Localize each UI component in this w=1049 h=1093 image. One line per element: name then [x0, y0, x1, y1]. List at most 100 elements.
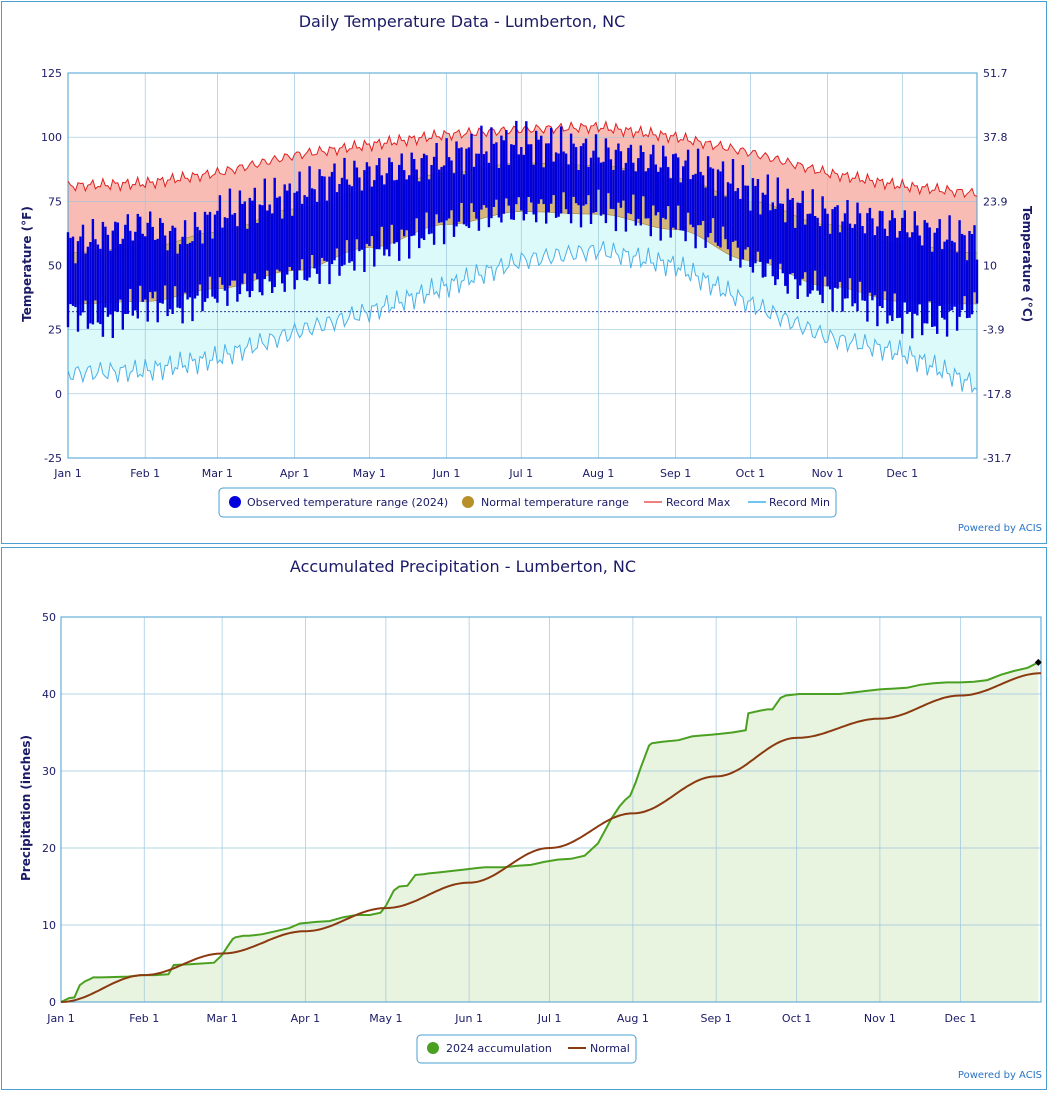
legend-item-2024-accumulation[interactable]: 2024 accumulation	[427, 1042, 552, 1055]
precipitation-x-tick-label: Dec 1	[945, 1012, 977, 1025]
legend-observed-dot-icon	[229, 496, 241, 508]
observed-temperature-bar	[903, 210, 906, 303]
legend-record-min-label: Record Min	[769, 496, 830, 509]
temperature-legend[interactable]: Observed temperature range (2024) Normal…	[218, 487, 837, 518]
observed-temperature-bar	[871, 218, 874, 301]
observed-temperature-bar	[684, 160, 687, 242]
observed-temperature-bar	[318, 169, 321, 284]
observed-temperature-bar	[953, 242, 956, 307]
observed-temperature-bar	[261, 205, 264, 296]
observed-temperature-bar	[569, 133, 573, 224]
observed-temperature-bar	[963, 235, 966, 297]
observed-temperature-bar	[741, 165, 745, 260]
observed-temperature-bar	[926, 222, 929, 324]
observed-temperature-bar	[335, 192, 339, 249]
observed-temperature-bar	[440, 166, 443, 223]
observed-temperature-bar	[766, 174, 769, 264]
observed-temperature-bar	[226, 218, 229, 306]
observed-temperature-bar	[955, 252, 959, 331]
observed-temperature-bar	[231, 214, 234, 281]
observed-temperature-bar	[236, 226, 239, 302]
observed-temperature-bar	[360, 190, 364, 250]
observed-temperature-bar	[706, 156, 710, 238]
observed-temperature-bar	[958, 220, 961, 317]
observed-temperature-bar	[181, 236, 184, 324]
observed-temperature-bar	[497, 168, 501, 218]
observed-temperature-bar	[945, 239, 949, 337]
temperature-left-axis-label: Temperature (°F)	[20, 206, 34, 322]
precipitation-plot-area: 0 10 20 30 40 50 Jan 1 Feb 1 Mar 1 Apr 1 May 1 Jun …	[42, 611, 1042, 1025]
observed-temperature-bar	[243, 201, 246, 274]
accumulation-2024-line	[60, 661, 1039, 1003]
legend-item-record-min[interactable]: Record Min	[748, 496, 830, 509]
observed-temperature-bar	[178, 244, 182, 309]
observed-temperature-bar	[891, 210, 894, 321]
observed-temperature-bar	[587, 166, 590, 196]
observed-temperature-bar	[485, 151, 488, 208]
legend-observed-label: Observed temperature range (2024)	[247, 496, 448, 509]
observed-temperature-bar	[520, 147, 523, 211]
precipitation-x-tick-label: Aug 1	[617, 1012, 649, 1025]
observed-temperature-bar	[228, 188, 232, 286]
observed-temperature-bar	[667, 167, 670, 207]
temperature-x-tick-label: Dec 1	[886, 467, 918, 480]
observed-temperature-bar	[435, 143, 438, 215]
temperature-credit-link[interactable]: Powered by ACIS	[958, 523, 1042, 534]
observed-temperature-bar	[975, 259, 979, 304]
observed-temperature-bar	[114, 221, 117, 312]
observed-temperature-bar	[664, 156, 667, 220]
observed-temperature-bar	[480, 125, 483, 210]
precipitation-x-tick-label: Jul 1	[537, 1012, 562, 1025]
observed-temperature-bar	[542, 167, 545, 205]
observed-temperature-bar	[330, 171, 334, 265]
observed-temperature-bar	[395, 179, 398, 243]
observed-temperature-bar	[540, 135, 543, 200]
observed-temperature-bar	[594, 134, 598, 212]
observed-temperature-bar	[442, 165, 446, 245]
legend-item-observed[interactable]: Observed temperature range (2024)	[229, 496, 448, 509]
observed-temperature-bar	[460, 147, 463, 203]
observed-temperature-bar	[535, 130, 538, 223]
observed-temperature-bar	[851, 227, 854, 307]
precipitation-credit-link[interactable]: Powered by ACIS	[958, 1070, 1042, 1081]
observed-temperature-bar	[517, 154, 520, 198]
legend-item-normal-precip[interactable]: Normal	[568, 1042, 630, 1055]
observed-temperature-bar	[151, 226, 154, 299]
observed-temperature-bar	[848, 223, 852, 279]
observed-temperature-bar	[950, 240, 954, 311]
observed-temperature-bar	[281, 218, 284, 284]
observed-temperature-bar	[271, 213, 274, 293]
observed-temperature-bar	[84, 253, 87, 301]
observed-temperature-bar	[886, 236, 889, 324]
observed-temperature-bar	[343, 157, 346, 265]
observed-temperature-bar	[96, 244, 100, 323]
observed-temperature-bar	[450, 160, 453, 211]
observed-temperature-bar	[253, 187, 256, 274]
observed-temperature-bar	[657, 171, 660, 213]
observed-temperature-bar	[634, 171, 637, 226]
observed-temperature-bar	[248, 197, 251, 298]
legend-item-normal[interactable]: Normal temperature range	[462, 496, 629, 509]
temperature-chart-title: Daily Temperature Data - Lumberton, NC	[299, 12, 626, 31]
observed-temperature-bar	[216, 210, 219, 303]
observed-temperature-bar	[94, 239, 97, 301]
observed-temperature-bar	[76, 241, 80, 332]
record-min-area	[68, 211, 977, 392]
precipitation-legend[interactable]: 2024 accumulation Normal	[416, 1034, 637, 1064]
observed-temperature-bar	[116, 222, 119, 312]
observed-temperature-bar	[744, 185, 747, 250]
record-max-line	[67, 120, 978, 199]
observed-temperature-bar	[637, 158, 640, 219]
observed-temperature-bar	[201, 243, 204, 312]
observed-temperature-bar	[323, 176, 326, 261]
observed-temperature-bar	[251, 200, 254, 291]
observed-temperature-bar	[801, 190, 804, 279]
observed-temperature-bar	[196, 226, 199, 296]
observed-temperature-bar	[333, 163, 336, 261]
observed-temperature-bar	[211, 238, 214, 297]
observed-temperature-bar	[393, 180, 396, 244]
temperature-x-tick-label: Feb 1	[130, 467, 160, 480]
legend-item-record-max[interactable]: Record Max	[644, 496, 731, 509]
legend-normal-label: Normal temperature range	[481, 496, 629, 509]
observed-temperature-bar	[786, 188, 789, 294]
